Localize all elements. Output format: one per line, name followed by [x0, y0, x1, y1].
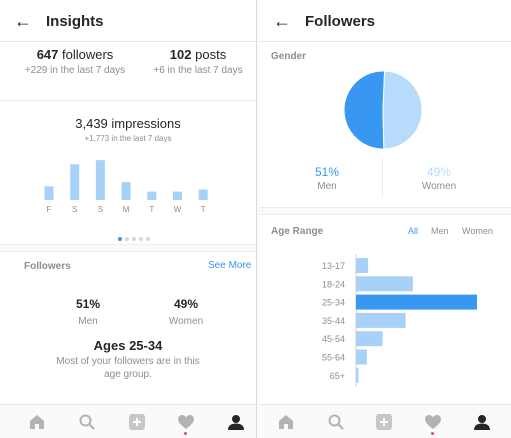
carousel-dots[interactable]	[118, 228, 153, 246]
impressions-bar[interactable]	[44, 186, 54, 200]
age-bar[interactable]	[356, 331, 383, 347]
age-tick-label: 65+	[330, 371, 345, 381]
age-tick-label: 25-34	[322, 298, 345, 308]
insights-header: ← Insights	[0, 0, 256, 42]
gender-divider	[382, 158, 383, 198]
page-title: Insights	[46, 13, 104, 30]
pie-slice-women[interactable]	[382, 70, 423, 150]
age-range-label: Age Range	[271, 226, 324, 237]
women-label: Women	[168, 316, 204, 327]
carousel-dot[interactable]	[146, 237, 150, 241]
filter-men[interactable]: Men	[431, 226, 449, 236]
impressions-bar[interactable]	[95, 160, 105, 200]
women-percent: 49%	[173, 297, 199, 311]
age-bar[interactable]	[356, 276, 413, 292]
age-bar[interactable]	[356, 312, 406, 328]
ages-title: Ages 25-34	[93, 338, 163, 353]
heart-icon[interactable]	[177, 413, 195, 435]
section-separator	[0, 244, 256, 252]
pie-slice-men[interactable]	[343, 70, 386, 150]
heart-icon[interactable]	[424, 413, 442, 435]
carousel-dot[interactable]	[118, 237, 122, 241]
followers-count: 647	[36, 47, 59, 62]
search-icon[interactable]	[78, 413, 96, 431]
age-tick-label: 18-24	[322, 279, 345, 289]
back-arrow-icon[interactable]: ←	[273, 11, 291, 31]
carousel-dot[interactable]	[139, 237, 143, 241]
insights-screen: ← Insights 647 followers +229 in the las…	[0, 0, 257, 438]
gender-pie-chart	[343, 70, 423, 150]
posts-change: +6 in the last 7 days	[153, 65, 243, 76]
age-bar[interactable]	[356, 294, 477, 310]
posts-label: posts	[195, 47, 227, 62]
impressions-value: 3,439 impressions	[75, 116, 181, 131]
impressions-change: +1,773 in the last 7 days	[84, 134, 172, 143]
posts-count: 102	[169, 47, 192, 62]
add-icon[interactable]	[128, 413, 146, 431]
notification-dot	[184, 432, 187, 435]
section-separator	[259, 207, 511, 215]
impressions-bar[interactable]	[121, 182, 131, 200]
age-bar[interactable]	[356, 349, 367, 365]
age-tick-label: 45-54	[322, 334, 345, 344]
age-tick-label: 13-17	[322, 261, 345, 271]
women-percent: 49%	[426, 165, 452, 179]
search-icon[interactable]	[327, 413, 345, 431]
filter-all[interactable]: All	[408, 226, 419, 236]
divider	[0, 100, 256, 101]
add-icon[interactable]	[375, 413, 393, 431]
followers-section-label: Followers	[24, 261, 71, 272]
notification-dot	[431, 432, 434, 435]
day-tick-label: F	[47, 205, 52, 214]
followers-header: ← Followers	[259, 0, 511, 42]
followers-stat: 647 followers +229 in the last 7 days	[20, 47, 130, 77]
impressions-bar[interactable]	[198, 189, 208, 201]
day-tick-label: M	[123, 205, 130, 214]
men-percent: 51%	[314, 165, 340, 179]
day-tick-label: T	[149, 205, 154, 214]
women-label: Women	[421, 181, 457, 192]
gender-label: Gender	[271, 51, 307, 62]
profile-icon[interactable]	[227, 413, 245, 431]
back-arrow-icon[interactable]: ←	[14, 11, 32, 31]
day-tick-label: S	[72, 205, 77, 214]
see-more-link[interactable]: See More	[208, 260, 252, 271]
posts-stat: 102 posts +6 in the last 7 days	[143, 47, 253, 77]
impressions-bar[interactable]	[70, 164, 80, 200]
day-tick-label: T	[201, 205, 206, 214]
age-tick-label: 55-64	[322, 353, 345, 363]
carousel-dot[interactable]	[132, 237, 136, 241]
men-label: Men	[317, 181, 337, 192]
ages-description: Most of your followers are in this age g…	[56, 356, 200, 380]
home-icon[interactable]	[28, 413, 46, 431]
bottom-nav	[0, 404, 256, 438]
impressions-bar[interactable]	[147, 191, 157, 200]
day-tick-label: W	[174, 205, 182, 214]
age-range-chart: 13-17 18-24 25-34 35-44 45-54 55-64 65+	[322, 254, 477, 387]
followers-label: followers	[62, 47, 114, 62]
followers-change: +229 in the last 7 days	[24, 65, 126, 76]
profile-icon[interactable]	[473, 413, 491, 431]
bottom-nav	[259, 404, 511, 438]
age-bar[interactable]	[356, 258, 369, 273]
home-icon[interactable]	[277, 413, 295, 431]
page-title: Followers	[305, 13, 376, 30]
age-tick-label: 35-44	[322, 316, 345, 326]
men-label: Men	[78, 316, 98, 327]
filter-women[interactable]: Women	[462, 226, 493, 236]
day-tick-label: S	[98, 205, 103, 214]
impressions-bar[interactable]	[173, 191, 182, 200]
carousel-dot[interactable]	[125, 237, 129, 241]
followers-screen: ← Followers Gender 51% Men 49% Women Age…	[259, 0, 511, 438]
men-percent: 51%	[75, 297, 101, 311]
age-bar[interactable]	[356, 367, 359, 383]
